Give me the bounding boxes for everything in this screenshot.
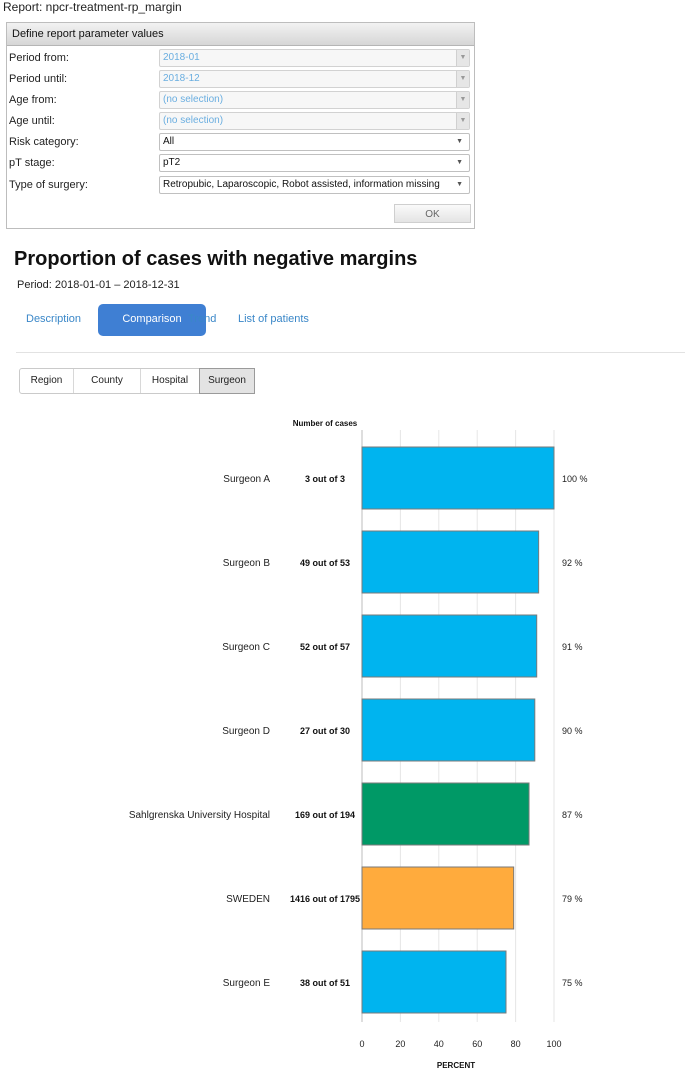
cases-column-header: Number of cases: [293, 419, 358, 428]
period-from-select[interactable]: 2018-01 ▼: [159, 49, 470, 67]
tab-list-of-patients[interactable]: List of patients: [238, 313, 309, 325]
tab-comparison[interactable]: Comparison: [98, 304, 206, 336]
chevron-down-icon: ▼: [456, 71, 469, 87]
x-tick-label: 40: [434, 1039, 444, 1049]
param-row-age-from: Age from: (no selection) ▼: [7, 91, 474, 112]
category-label: Surgeon E: [223, 978, 271, 989]
category-label: Sahlgrenska University Hospital: [129, 810, 270, 821]
chevron-down-icon: ▼: [456, 92, 469, 108]
report-name: Report: npcr-treatment-rp_margin: [3, 0, 182, 14]
level-selector: Region County Hospital Surgeon: [19, 368, 255, 394]
negative-margins-bar-chart: 0 20 40 60 80 100 PERCENT Number of cases Surgeo…: [129, 419, 588, 1070]
tab-description[interactable]: Description: [26, 313, 82, 325]
cases-label: 169 out of 194: [295, 810, 355, 820]
cases-label: 52 out of 57: [300, 642, 350, 652]
chevron-down-icon: ▼: [456, 159, 463, 166]
param-row-risk-category: Risk category: All ▼: [7, 133, 474, 154]
tab-trend[interactable]: Trend: [188, 313, 217, 325]
param-label: Age from:: [9, 94, 57, 106]
value-label: 75 %: [562, 978, 583, 988]
x-axis-label: PERCENT: [437, 1061, 475, 1070]
cases-label: 49 out of 53: [300, 558, 350, 568]
param-value: All: [163, 136, 175, 147]
param-label: Risk category:: [9, 136, 79, 148]
value-label: 92 %: [562, 558, 583, 568]
param-label: Period until:: [9, 73, 68, 85]
param-row-type-of-surgery: Type of surgery: Retropubic, Laparoscopi…: [7, 176, 474, 197]
value-label: 100 %: [562, 474, 588, 484]
parameter-panel-header: Define report parameter values: [7, 23, 474, 46]
period-until-select[interactable]: 2018-12 ▼: [159, 70, 470, 88]
value-label: 90 %: [562, 726, 583, 736]
age-from-select[interactable]: (no selection) ▼: [159, 91, 470, 109]
category-label: Surgeon A: [223, 474, 270, 485]
bar[interactable]: [361, 950, 507, 1014]
ok-button[interactable]: OK: [394, 204, 471, 223]
param-value: pT2: [163, 157, 181, 168]
bar[interactable]: [361, 614, 538, 678]
divider: [16, 352, 685, 353]
segment-hospital[interactable]: Hospital: [141, 369, 200, 393]
x-tick-label: 80: [511, 1039, 521, 1049]
chevron-down-icon: ▼: [456, 138, 463, 145]
param-row-period-from: Period from: 2018-01 ▼: [7, 49, 474, 70]
param-value: (no selection): [163, 115, 224, 126]
segment-region[interactable]: Region: [20, 369, 74, 393]
chevron-down-icon: ▼: [456, 181, 463, 188]
value-label: 91 %: [562, 642, 583, 652]
chevron-down-icon: ▼: [456, 50, 469, 66]
parameter-panel: Define report parameter values Period fr…: [6, 22, 475, 229]
param-label: Type of surgery:: [9, 179, 88, 191]
category-label: Surgeon B: [223, 558, 271, 569]
bar[interactable]: [361, 698, 536, 762]
param-row-age-until: Age until: (no selection) ▼: [7, 112, 474, 133]
cases-label: 38 out of 51: [300, 978, 350, 988]
param-row-pt-stage: pT stage: pT2 ▼: [7, 154, 474, 175]
x-tick-label: 0: [359, 1039, 364, 1049]
param-label: Period from:: [9, 52, 69, 64]
cases-label: 27 out of 30: [300, 726, 350, 736]
param-value: 2018-12: [163, 73, 200, 84]
bar[interactable]: [361, 866, 515, 930]
page-title: Proportion of cases with negative margin…: [14, 248, 418, 270]
param-label: pT stage:: [9, 157, 55, 169]
age-until-select[interactable]: (no selection) ▼: [159, 112, 470, 130]
risk-category-select[interactable]: All ▼: [159, 133, 470, 151]
chevron-down-icon: ▼: [456, 113, 469, 129]
category-label: Surgeon C: [222, 642, 270, 653]
param-value: Retropubic, Laparoscopic, Robot assisted…: [163, 179, 440, 190]
segment-surgeon[interactable]: Surgeon: [199, 368, 255, 394]
param-value: (no selection): [163, 94, 224, 105]
x-tick-label: 20: [395, 1039, 405, 1049]
pt-stage-select[interactable]: pT2 ▼: [159, 154, 470, 172]
type-of-surgery-select[interactable]: Retropubic, Laparoscopic, Robot assisted…: [159, 176, 470, 194]
cases-label: 1416 out of 1795: [290, 894, 360, 904]
segment-county[interactable]: County: [74, 369, 141, 393]
param-label: Age until:: [9, 115, 55, 127]
period-label: Period: 2018-01-01 – 2018-12-31: [17, 279, 180, 291]
bar[interactable]: [361, 782, 530, 846]
value-label: 87 %: [562, 810, 583, 820]
bar[interactable]: [361, 446, 555, 510]
param-value: 2018-01: [163, 52, 200, 63]
param-row-period-until: Period until: 2018-12 ▼: [7, 70, 474, 91]
bar[interactable]: [361, 530, 540, 594]
cases-label: 3 out of 3: [305, 474, 345, 484]
category-label: SWEDEN: [226, 894, 270, 905]
x-tick-label: 100: [546, 1039, 561, 1049]
x-tick-label: 60: [472, 1039, 482, 1049]
value-label: 79 %: [562, 894, 583, 904]
category-label: Surgeon D: [222, 726, 270, 737]
